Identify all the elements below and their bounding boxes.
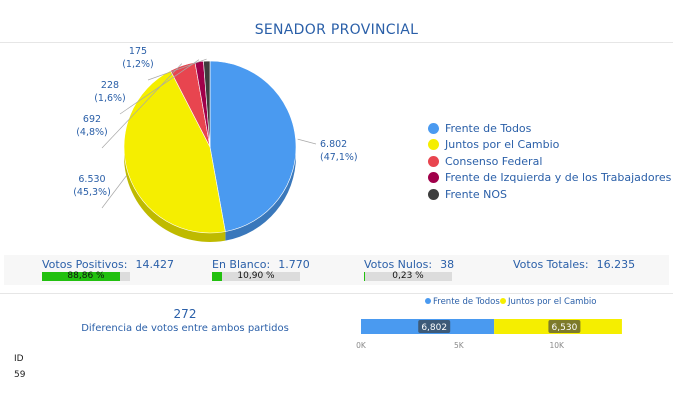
legend-dot-icon xyxy=(428,139,439,151)
progress-label: 10,90 % xyxy=(237,271,275,281)
pie-slice-frente-de-todos[interactable] xyxy=(209,60,297,232)
pie-value-label: 228 xyxy=(101,80,119,91)
legend-dot-icon xyxy=(428,122,439,134)
pie-leader-line xyxy=(147,58,207,81)
pie-value-label: 175 xyxy=(129,46,147,57)
progress-fill xyxy=(42,272,121,281)
progress-bar-blanco: 10,90 % xyxy=(212,271,300,281)
bar-legend-label: Juntos por el Cambio xyxy=(507,297,596,307)
stat-label: Votos Totales: xyxy=(513,258,589,271)
progress-label: 0,23 % xyxy=(392,271,424,281)
bar-axis-tick-label: 0K xyxy=(356,341,367,350)
pie-slice-frente-nos[interactable] xyxy=(203,60,211,148)
pie-value-label: 6.802 xyxy=(320,139,347,150)
pie-chart: 6.802 (47,1%) 6.530 (45,3%) 692 (4,8%) 228 (1,6… xyxy=(73,46,358,242)
stat-value: 1.770 xyxy=(278,258,310,271)
legend-item-frente-de-todos[interactable]: Frente de Todos xyxy=(428,120,671,137)
progress-bar-positivos: 88,86 % xyxy=(42,271,130,281)
pie-leader-line xyxy=(101,175,127,209)
page-title: SENADOR PROVINCIAL xyxy=(254,22,419,38)
progress-label: 88,86 % xyxy=(67,271,105,281)
legend-dot-icon xyxy=(428,155,439,167)
id-label: ID xyxy=(14,354,24,364)
pie-leader-line xyxy=(297,138,317,145)
stat-votos-nulos: Votos Nulos: 38 xyxy=(364,258,454,271)
title-divider xyxy=(0,42,673,43)
legend-label: Frente de Izquierda y de los Trabajadore… xyxy=(445,171,672,185)
pie-percent-label: (45,3%) xyxy=(73,187,111,198)
legend-label: Consenso Federal xyxy=(445,154,543,168)
bar-data-label-bg xyxy=(418,320,451,333)
stat-label: Votos Nulos: xyxy=(364,258,433,271)
legend-dot-icon xyxy=(428,172,439,184)
bar-data-label: 6,530 xyxy=(552,323,578,333)
stat-value: 16.235 xyxy=(596,258,636,271)
pie-percent-label: (4,8%) xyxy=(76,127,108,138)
stat-votos-totales: Votos Totales: 16.235 xyxy=(513,258,635,271)
legend-label: Juntos por el Cambio xyxy=(445,138,560,152)
pie-percent-label: (1,6%) xyxy=(94,93,126,104)
pie-slice-juntos-por-el-cambio[interactable] xyxy=(123,70,226,234)
pie-slice-side xyxy=(225,147,296,241)
difference-label: Diferencia de votos entre ambos partidos xyxy=(81,323,289,334)
legend-item-frente-de-izquierda[interactable]: Frente de Izquierda y de los Trabajadore… xyxy=(428,170,671,187)
legend-item-consenso-federal[interactable]: Consenso Federal xyxy=(428,153,671,170)
votes-summary-panel: Votos Positivos: 14.427 88,86 % En Blanco… xyxy=(4,255,669,285)
stat-label: En Blanco: xyxy=(212,258,271,271)
pie-value-label: 6.530 xyxy=(78,174,105,185)
progress-fill xyxy=(212,272,222,281)
progress-bar-nulos: 0,23 % xyxy=(364,271,452,281)
id-value: 59 xyxy=(14,370,26,380)
pie-value-label: 692 xyxy=(83,114,101,125)
bar-data-label: 6,802 xyxy=(421,323,447,333)
stacked-bar-chart: Frente de Todos Juntos por el Cambio 6,802… xyxy=(356,297,622,350)
stat-en-blanco: En Blanco: 1.770 xyxy=(212,258,310,271)
legend-dot-icon xyxy=(428,188,439,200)
pie-leader-line xyxy=(101,63,183,149)
legend-label: Frente de Todos xyxy=(445,121,532,135)
legend-label: Frente NOS xyxy=(445,187,507,201)
pie-leader-line xyxy=(119,59,200,115)
stat-votos-positivos: Votos Positivos: 14.427 xyxy=(42,258,174,271)
pie-percent-label: (47,1%) xyxy=(320,152,358,163)
bar-legend-dot-icon xyxy=(425,298,431,304)
legend-item-juntos-por-el-cambio[interactable]: Juntos por el Cambio xyxy=(428,137,671,154)
section-divider xyxy=(0,293,673,294)
stat-label: Votos Positivos: xyxy=(42,258,128,271)
pie-legend: Frente de Todos Juntos por el Cambio Con… xyxy=(428,120,671,203)
stat-value: 14.427 xyxy=(135,258,174,271)
bar-data-label-bg xyxy=(548,320,581,333)
bar-axis-tick-label: 10K xyxy=(549,341,565,350)
legend-item-frente-nos[interactable]: Frente NOS xyxy=(428,186,671,203)
bar-legend-dot-icon xyxy=(500,298,506,304)
bar-axis-tick-label: 5K xyxy=(454,341,465,350)
stat-value: 38 xyxy=(440,258,455,271)
bar-legend-label: Frente de Todos xyxy=(433,297,500,307)
difference-value: 272 xyxy=(173,307,197,321)
pie-percent-label: (1,2%) xyxy=(122,59,154,70)
